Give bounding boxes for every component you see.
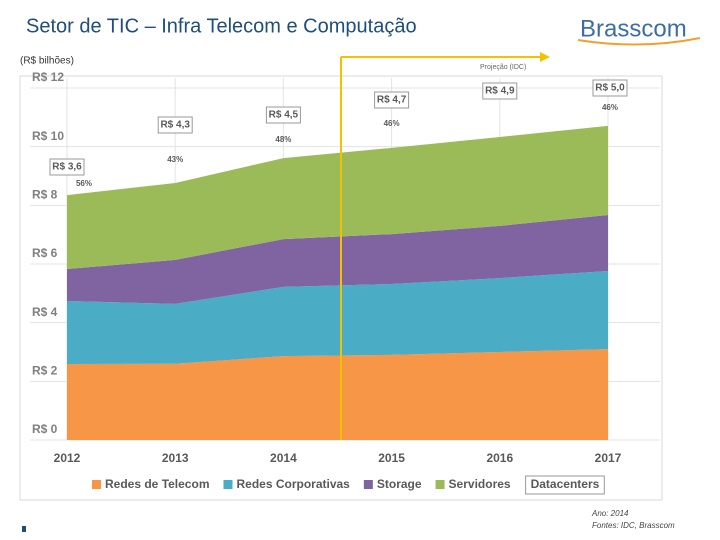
annotation-pct: 48% — [275, 135, 291, 144]
footer-year: Ano: 2014 — [591, 509, 629, 518]
logo-swoosh — [577, 37, 701, 46]
annotation-label: R$ 4,7 — [377, 95, 407, 106]
y-tick-label: R$ 0 — [32, 422, 58, 436]
projection-arrow — [540, 52, 550, 62]
annotation-label: R$ 3,6 — [52, 162, 82, 173]
legend-swatch — [92, 480, 101, 489]
x-tick-label: 2013 — [162, 451, 189, 465]
legend-label: Storage — [377, 477, 422, 491]
slide-marker — [22, 526, 26, 532]
y-tick-label: R$ 8 — [32, 188, 58, 202]
legend-label: Redes de Telecom — [105, 477, 209, 491]
legend-swatch — [363, 480, 373, 489]
annotation-pct: 46% — [602, 103, 618, 112]
slide-title: Setor de TIC – Infra Telecom e Computaçã… — [26, 15, 417, 37]
area — [67, 215, 608, 304]
y-tick-label: R$ 6 — [32, 246, 58, 260]
annotation-box — [157, 116, 193, 134]
annotation-box — [374, 91, 410, 109]
x-tick-label: 2016 — [486, 451, 513, 465]
x-tick-label: 2015 — [378, 451, 405, 465]
y-tick-label: R$ 12 — [32, 70, 64, 84]
annotation-label: R$ 4,9 — [485, 86, 515, 97]
x-tick-label: 2012 — [54, 451, 81, 465]
annotation-box — [482, 82, 518, 100]
x-tick-label: 2017 — [595, 451, 622, 465]
annotation-box — [592, 79, 628, 97]
legend-box — [525, 475, 605, 495]
legend-swatch — [435, 480, 445, 489]
x-tick-label: 2014 — [270, 451, 297, 465]
footer-sources: Fontes: IDC, Brasscom — [592, 521, 675, 530]
legend-swatch — [223, 480, 233, 489]
area — [67, 349, 608, 440]
annotation-box — [49, 158, 85, 176]
area — [67, 125, 608, 269]
legend-label: Datacenters — [531, 477, 600, 491]
annotation-pct: 56% — [76, 179, 92, 188]
y-tick-label: R$ 10 — [32, 129, 64, 143]
y-tick-label: R$ 2 — [32, 364, 58, 378]
y-tick-label: R$ 4 — [32, 305, 58, 319]
chart-subtitle: (R$ bilhões) — [20, 56, 74, 67]
logo: Brasscom — [580, 15, 687, 42]
annotation-pct: 43% — [167, 155, 183, 164]
projection-label: Projeção (IDC) — [480, 64, 526, 71]
annotation-label: R$ 5,0 — [595, 83, 625, 94]
annotation-box — [265, 106, 301, 124]
legend-label: Redes Corporativas — [236, 477, 350, 491]
annotation-pct: 46% — [384, 119, 400, 128]
area — [67, 271, 608, 365]
annotation-label: R$ 4,5 — [269, 110, 299, 121]
legend-label: Servidores — [449, 477, 511, 491]
annotation-label: R$ 4,3 — [160, 120, 190, 131]
